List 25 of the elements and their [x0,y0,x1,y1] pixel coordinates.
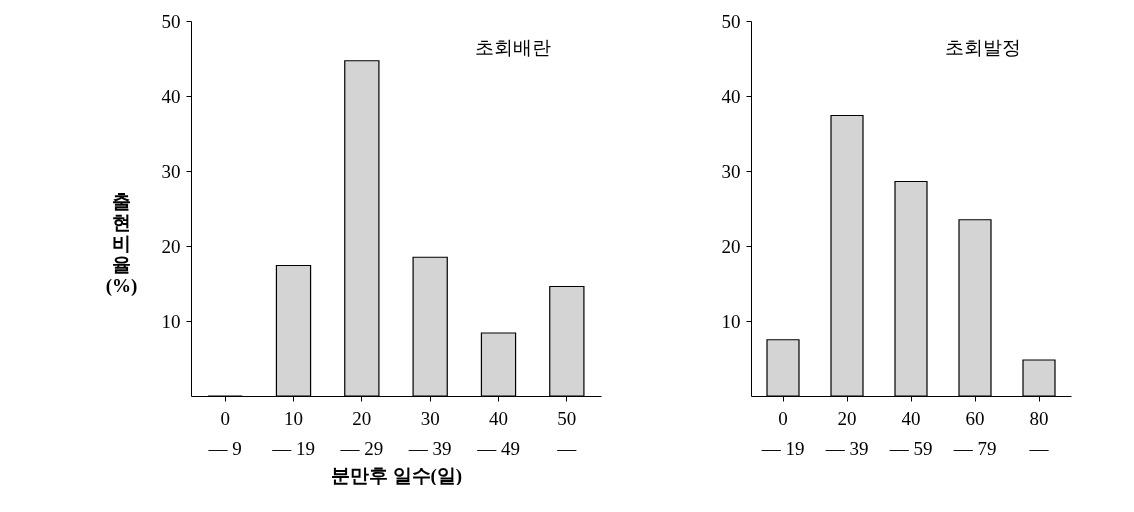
y-tick-label: 10 [721,310,741,332]
y-axis-title: 출현비율(%) [105,190,138,297]
x-tick-label: 20 — 29 [339,407,384,459]
x-tick-label: 40 — 49 [476,407,520,459]
y-tick-label: 50 [721,10,741,32]
y-tick-label: 30 [161,160,181,182]
y-tick-label: 40 [161,85,181,107]
x-tick-label: 30 — 39 [407,407,452,459]
x-tick-label: 10 — 19 [271,407,315,459]
y-tick-label: 30 [721,160,741,182]
text: 초회배란 [475,37,551,58]
x-tick-label: 50 — [556,407,578,459]
y-tick-label: 20 [721,235,741,257]
x-tick-label: 40 — 59 [888,407,933,459]
y-tick-label: 20 [161,235,181,257]
y-tick-label: 40 [721,85,741,107]
y-tick-label: 10 [161,310,181,332]
x-tick-label: 60 — 79 [952,407,997,459]
x-tick-label: 0 — 19 [760,407,805,459]
x-tick-label: 20 — 39 [824,407,869,459]
x-tick-label: 0 — 9 [207,407,242,459]
x-tick-label: 80 — [1028,407,1050,459]
y-tick-label: 50 [161,10,181,32]
x-axis-title: 분만후 일수(일) [330,464,463,487]
text: 초회발정 [945,37,1021,58]
